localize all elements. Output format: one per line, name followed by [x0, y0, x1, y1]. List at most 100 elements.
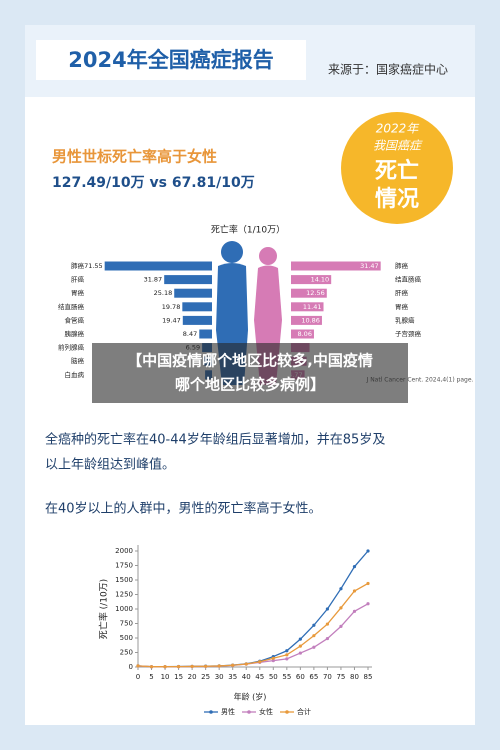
y-tick-label: 750 — [120, 620, 133, 628]
point — [366, 581, 370, 586]
line — [137, 582, 369, 668]
title-box — [36, 40, 306, 80]
legend-marker — [247, 710, 251, 714]
value-label: 8.06 — [297, 330, 311, 338]
value-label: 10.86 — [301, 316, 320, 324]
category-label: 肝癌 — [71, 275, 85, 284]
bar — [182, 302, 212, 312]
value-label: 11.41 — [303, 303, 322, 311]
y-tick-label: 1750 — [115, 562, 133, 570]
point — [352, 565, 357, 569]
badge — [341, 112, 453, 224]
category-label: 脑癌 — [71, 356, 85, 365]
paragraph: 在40岁以上的人群中，男性的死亡率高于女性。 — [45, 501, 322, 517]
legend-label: 合计 — [297, 707, 311, 716]
x-tick-label: 0 — [136, 673, 140, 681]
value-label: 8.47 — [183, 330, 197, 338]
category-label: 胃癌 — [71, 288, 85, 297]
y-tick-label: 1250 — [115, 591, 133, 599]
title: 2024年全国癌症报告 — [68, 48, 273, 72]
point — [339, 587, 343, 591]
x-tick-label: 50 — [269, 673, 278, 681]
y-tick-label: 2000 — [115, 547, 133, 555]
point — [217, 664, 221, 668]
point — [285, 649, 289, 653]
value-label: 19.47 — [162, 316, 181, 324]
badge-text: 情况 — [375, 186, 419, 212]
x-tick-label: 35 — [228, 673, 237, 681]
bar — [164, 275, 212, 285]
y-axis-label: 死亡率 (/10万) — [98, 579, 110, 639]
x-tick-label: 5 — [149, 673, 153, 681]
legend-label: 男性 — [221, 707, 235, 716]
point — [298, 651, 302, 655]
x-tick-label: 85 — [364, 673, 373, 681]
bar — [182, 315, 212, 325]
point — [325, 636, 330, 641]
x-tick-label: 55 — [282, 673, 291, 681]
overlay-text: 哪个地区比较多病例】 — [175, 376, 325, 394]
value-label: 31.47 — [360, 262, 379, 270]
category-label: 子宫颈癌 — [395, 329, 422, 338]
category-label: 肺癌 — [395, 261, 409, 270]
citation: J Natl Cancer Cent. 2024,4(1) page. — [366, 377, 474, 384]
x-tick-label: 25 — [201, 673, 210, 681]
value-label: 31.87 — [144, 276, 163, 284]
point — [163, 665, 167, 669]
category-label: 乳腺癌 — [395, 315, 415, 324]
bar — [291, 288, 327, 298]
x-tick-label: 65 — [309, 673, 318, 681]
point — [190, 664, 194, 669]
y-tick-label: 500 — [120, 634, 133, 642]
subheadline: 127.49/10万 vs 67.81/10万 — [52, 175, 255, 191]
point — [204, 664, 208, 668]
overlay — [92, 343, 408, 403]
bar — [291, 261, 381, 271]
point — [325, 622, 330, 626]
point — [244, 662, 248, 666]
value-label: 14.10 — [311, 276, 330, 284]
x-tick-label: 75 — [336, 673, 345, 681]
chart-title: 死亡率（1/10万） — [211, 224, 285, 236]
category-label: 白血病 — [65, 370, 85, 379]
point — [339, 606, 343, 610]
y-tick-label: 250 — [120, 649, 133, 657]
value-label: 25.18 — [154, 289, 173, 297]
x-tick-label: 80 — [350, 673, 359, 681]
x-tick-label: 60 — [296, 673, 305, 681]
overlay-text: 【中国疫情哪个地区比较多,中国疫情 — [127, 352, 373, 370]
point — [325, 607, 330, 611]
point — [298, 637, 302, 641]
category-label: 胰腺癌 — [65, 329, 85, 338]
point — [285, 653, 289, 657]
x-tick-label: 45 — [255, 673, 264, 681]
point — [149, 665, 154, 669]
x-tick-label: 15 — [174, 673, 183, 681]
point — [258, 660, 262, 664]
bar — [104, 261, 212, 271]
x-tick-label: 70 — [323, 673, 332, 681]
point — [285, 657, 289, 661]
point — [271, 656, 275, 660]
category-label: 食管癌 — [65, 315, 85, 324]
category-label: 肺癌 — [71, 261, 85, 270]
category-label: 前列腺癌 — [58, 343, 85, 352]
point — [352, 589, 357, 593]
legend-label: 女性 — [259, 707, 273, 716]
y-tick-label: 0 — [129, 663, 133, 671]
value-label: 12.56 — [306, 289, 325, 297]
bar — [291, 275, 332, 285]
point — [136, 664, 140, 668]
y-tick-label: 1000 — [115, 605, 133, 613]
point — [312, 623, 316, 627]
point — [352, 609, 357, 613]
category-label: 肝癌 — [395, 288, 409, 297]
point — [176, 664, 181, 669]
point — [298, 644, 302, 648]
value-label: 19.78 — [162, 303, 181, 311]
legend-marker — [209, 710, 213, 714]
x-tick-label: 10 — [161, 673, 170, 681]
badge-text: 2022年 — [376, 122, 421, 136]
point — [366, 549, 370, 553]
